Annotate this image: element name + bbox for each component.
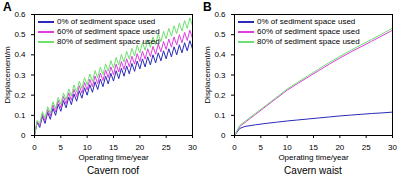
svg-text:25: 25: [162, 143, 171, 152]
svg-text:Displacement/m: Displacement/m: [3, 46, 12, 104]
svg-text:30: 30: [388, 143, 397, 152]
svg-text:Operating time/year: Operating time/year: [278, 153, 349, 162]
svg-text:30: 30: [188, 143, 197, 152]
svg-text:0: 0: [32, 143, 37, 152]
svg-text:Operating time/year: Operating time/year: [78, 153, 149, 162]
html-text:B: B: [203, 0, 212, 14]
html-text:60% of sediment space used: 60% of sediment space used: [57, 27, 160, 36]
svg-text:0.6: 0.6: [14, 10, 26, 19]
svg-text:0.2: 0.2: [214, 91, 226, 100]
svg-text:0.4: 0.4: [14, 50, 26, 59]
svg-text:0.5: 0.5: [14, 30, 26, 39]
html-text:Cavern waist: Cavern waist: [284, 165, 342, 176]
html-text:60% of sediment space used: 60% of sediment space used: [257, 27, 360, 36]
svg-text:15: 15: [109, 143, 118, 152]
svg-text:25: 25: [362, 143, 371, 152]
svg-text:15: 15: [309, 143, 318, 152]
svg-text:0: 0: [221, 131, 226, 140]
svg-text:0.2: 0.2: [14, 91, 26, 100]
svg-text:0.5: 0.5: [214, 30, 226, 39]
svg-text:0.4: 0.4: [214, 50, 226, 59]
svg-text:5: 5: [59, 143, 64, 152]
svg-text:0: 0: [21, 131, 26, 140]
svg-text:0.1: 0.1: [14, 111, 26, 120]
svg-text:0.3: 0.3: [214, 71, 226, 80]
svg-text:10: 10: [283, 143, 292, 152]
html-text:0% of sediment space used: 0% of sediment space used: [257, 17, 356, 26]
html-text:0% of sediment space used: 0% of sediment space used: [57, 17, 156, 26]
svg-text:10: 10: [83, 143, 92, 152]
svg-text:5: 5: [259, 143, 264, 152]
html-text:80% of sediment space used: 80% of sediment space used: [257, 37, 360, 46]
svg-text:0: 0: [232, 143, 237, 152]
svg-text:0.1: 0.1: [214, 111, 226, 120]
svg-text:20: 20: [335, 143, 344, 152]
svg-text:Displacement/m: Displacement/m: [203, 46, 212, 104]
svg-text:20: 20: [135, 143, 144, 152]
html-text:80% of sediment space used: 80% of sediment space used: [57, 37, 160, 46]
svg-text:0.3: 0.3: [14, 71, 26, 80]
html-text:A: A: [3, 0, 12, 14]
svg-text:0.6: 0.6: [214, 10, 226, 19]
html-text:Cavern roof: Cavern roof: [86, 165, 140, 176]
